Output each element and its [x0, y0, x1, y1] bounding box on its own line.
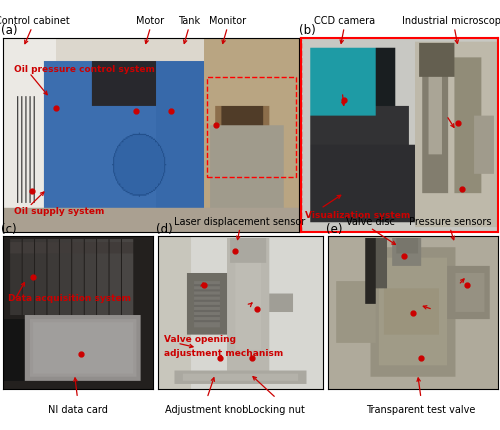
Text: (d): (d): [156, 222, 172, 235]
Text: CCD camera: CCD camera: [314, 16, 375, 26]
Text: NI data card: NI data card: [48, 404, 108, 415]
Text: (c): (c): [1, 222, 16, 235]
Text: Data acquisition system: Data acquisition system: [8, 293, 132, 302]
Text: Industrial microscope: Industrial microscope: [402, 16, 500, 26]
Text: (b): (b): [299, 24, 316, 37]
Text: Pressure sensors: Pressure sensors: [408, 217, 491, 227]
Text: Locking nut: Locking nut: [248, 404, 304, 415]
Text: (a): (a): [1, 24, 18, 37]
Text: Monitor: Monitor: [209, 16, 246, 26]
Bar: [206, 77, 296, 178]
Text: Valve opening: Valve opening: [164, 334, 236, 343]
Text: Transparent test valve: Transparent test valve: [366, 404, 476, 415]
Text: adjustment mechanism: adjustment mechanism: [164, 348, 284, 357]
Text: Tank: Tank: [178, 16, 200, 26]
Text: Oil supply system: Oil supply system: [14, 206, 104, 215]
Text: Oil pressure control system: Oil pressure control system: [14, 65, 155, 74]
Text: Motor: Motor: [136, 16, 164, 26]
Text: (e): (e): [326, 222, 342, 235]
Text: Adjustment knob: Adjustment knob: [166, 404, 248, 415]
Text: Valve disc: Valve disc: [346, 217, 395, 227]
Text: Control cabinet: Control cabinet: [0, 16, 70, 26]
Text: Visualization system: Visualization system: [305, 210, 410, 219]
Text: Laser displacement sensor: Laser displacement sensor: [174, 217, 306, 227]
